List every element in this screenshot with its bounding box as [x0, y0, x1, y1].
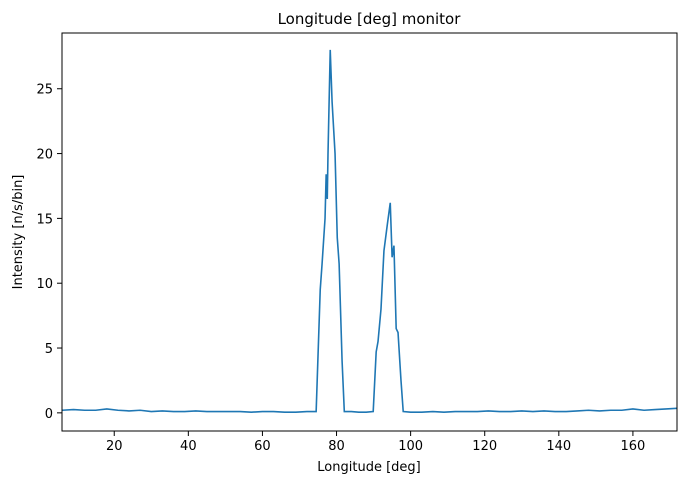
- x-tick-label: 100: [398, 439, 423, 454]
- y-tick-label: 20: [36, 148, 53, 163]
- plot-frame: [61, 32, 678, 432]
- y-tick-label: 15: [36, 212, 53, 227]
- y-tick-label: 10: [36, 277, 53, 292]
- y-tick-label: 5: [45, 342, 53, 357]
- x-axis-label: Longitude [deg]: [317, 460, 420, 475]
- x-tick-label: 120: [472, 439, 497, 454]
- x-tick-label: 160: [620, 439, 645, 454]
- x-tick-label: 60: [254, 439, 271, 454]
- y-tick-label: 25: [36, 83, 53, 98]
- x-tick-label: 20: [106, 439, 123, 454]
- x-tick-label: 80: [328, 439, 345, 454]
- y-tick-label: 0: [45, 407, 53, 422]
- data-line: [61, 49, 678, 414]
- y-axis-label: Intensity [n/s/bin]: [11, 175, 26, 290]
- chart-title: Longitude [deg] monitor: [278, 10, 462, 28]
- x-tick-label: 40: [180, 439, 197, 454]
- x-tick-label: 140: [546, 439, 571, 454]
